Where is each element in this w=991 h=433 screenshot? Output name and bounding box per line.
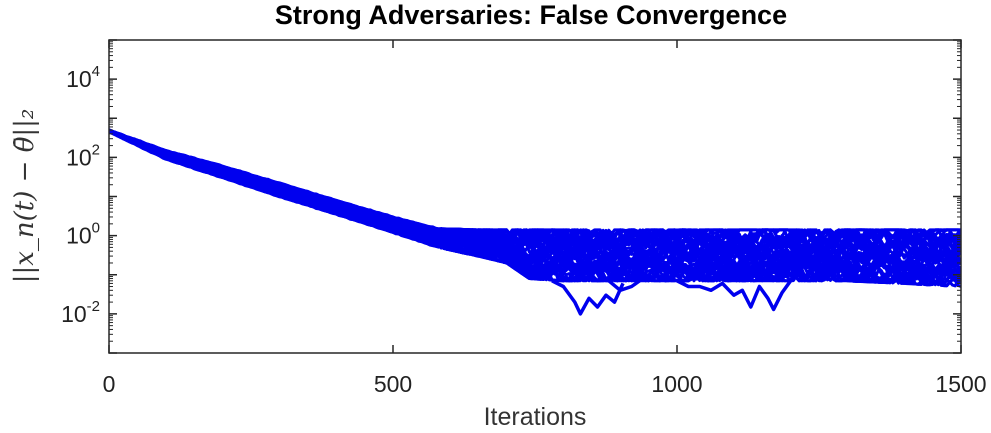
y-tick-label: 10-2	[61, 298, 100, 327]
chart-title: Strong Adversaries: False Convergence	[275, 0, 787, 30]
series-dip-line	[676, 279, 793, 312]
plot-frame	[108, 39, 962, 354]
x-tick-label: 1500	[935, 371, 986, 397]
series-dip-line	[607, 277, 644, 293]
x-axis: 0 500 1000 1500	[103, 40, 987, 397]
y-tick-label: 104	[66, 63, 100, 92]
series-line	[109, 128, 961, 246]
y-axis-label: ||x_n(t) − θ̄||₂	[10, 109, 40, 284]
x-tick-label: 0	[103, 371, 116, 397]
series-lines	[109, 128, 961, 316]
x-axis-label: Iterations	[484, 403, 587, 431]
y-axis-label-text: ||x_n(t) − θ̄||₂	[10, 109, 40, 284]
series-line	[109, 129, 961, 245]
series-dip-line	[551, 279, 625, 316]
x-tick-label: 500	[374, 371, 412, 397]
y-tick-label: 102	[66, 141, 100, 170]
y-axis: 10-2 100 102 104	[61, 39, 961, 354]
y-tick-label: 100	[66, 220, 100, 249]
series-line	[109, 128, 961, 245]
x-tick-label: 1000	[651, 371, 702, 397]
